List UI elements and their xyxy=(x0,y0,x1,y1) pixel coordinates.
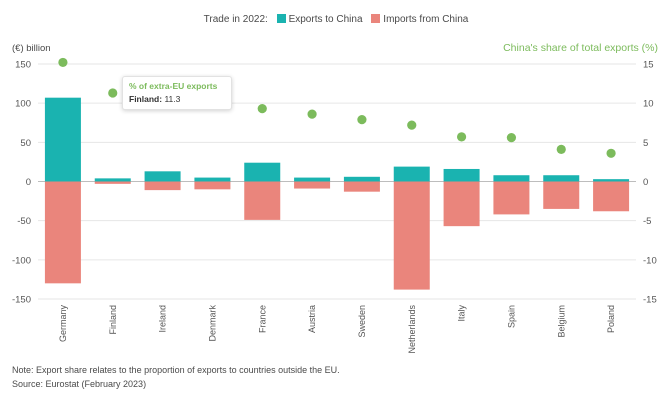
export-bar xyxy=(144,171,181,182)
left-tick-label: 150 xyxy=(15,60,31,71)
left-tick-label: -100 xyxy=(12,255,31,266)
share-point xyxy=(108,88,118,98)
right-tick-label: 15 xyxy=(643,60,654,71)
import-bar xyxy=(393,181,430,290)
category-label: Spain xyxy=(506,305,516,328)
import-bar xyxy=(343,181,380,192)
share-point xyxy=(456,132,467,142)
category-label: Germany xyxy=(58,305,68,343)
import-bar xyxy=(443,181,480,227)
tooltip-title: % of extra-EU exports xyxy=(129,81,218,91)
import-bar xyxy=(244,181,281,220)
right-tick-label: 5 xyxy=(643,138,648,149)
share-point xyxy=(556,144,566,154)
import-bar xyxy=(194,181,231,190)
left-tick-label: -50 xyxy=(17,216,31,227)
right-tick-label: 0 xyxy=(643,177,648,188)
share-point xyxy=(307,109,317,119)
legend: Trade in 2022: Exports to China Imports … xyxy=(0,14,672,25)
left-tick-label: -150 xyxy=(12,295,31,306)
share-point xyxy=(357,115,367,125)
export-bar xyxy=(44,97,81,182)
legend-exports-label: Exports to China xyxy=(288,14,363,25)
import-bar xyxy=(593,181,630,212)
legend-item-exports[interactable]: Exports to China xyxy=(276,14,363,25)
left-axis-unit: (€) billion xyxy=(12,43,51,54)
tooltip-country: Finland: xyxy=(129,94,163,104)
category-label: Sweden xyxy=(357,305,367,338)
legend-item-imports[interactable]: Imports from China xyxy=(371,14,468,25)
export-bar xyxy=(244,162,281,182)
category-label: Belgium xyxy=(556,305,566,338)
tooltip: % of extra-EU exports Finland: 11.3 xyxy=(122,76,232,110)
import-bar xyxy=(543,181,580,209)
tooltip-value: 11.3 xyxy=(164,94,181,104)
right-tick-label: -10 xyxy=(643,255,657,266)
share-point xyxy=(58,57,68,68)
footer-source: Source: Eurostat (February 2023) xyxy=(12,379,147,389)
left-tick-label: 50 xyxy=(20,138,31,149)
category-label: France xyxy=(257,305,267,333)
footer: Note: Export share relates to the propor… xyxy=(12,363,340,391)
right-tick-label: 10 xyxy=(643,99,654,110)
import-bar xyxy=(94,181,131,184)
export-bar xyxy=(343,176,380,182)
right-tick-label: -5 xyxy=(643,216,651,227)
import-bar xyxy=(144,181,181,191)
category-label: Italy xyxy=(457,305,467,322)
category-label: Denmark xyxy=(207,305,217,342)
export-bar xyxy=(393,166,430,182)
category-label: Austria xyxy=(307,305,317,333)
left-tick-label: 100 xyxy=(15,99,31,110)
share-point xyxy=(407,120,417,130)
category-label: Poland xyxy=(606,305,616,333)
export-bar xyxy=(94,178,131,182)
export-bar xyxy=(593,179,630,182)
right-axis-title: China's share of total exports (%) xyxy=(503,42,658,54)
share-point xyxy=(606,148,616,158)
left-tick-label: 0 xyxy=(26,177,31,188)
share-point xyxy=(506,133,517,143)
export-bar xyxy=(294,177,331,182)
right-tick-label: -15 xyxy=(643,295,657,306)
import-bar xyxy=(294,181,331,189)
exports-swatch xyxy=(276,14,286,23)
export-bar xyxy=(443,168,480,182)
footer-note: Note: Export share relates to the propor… xyxy=(12,365,340,375)
category-label: Netherlands xyxy=(407,305,417,354)
import-bar xyxy=(493,181,530,215)
export-bar xyxy=(543,175,580,182)
export-bar xyxy=(493,175,530,182)
share-point xyxy=(257,104,267,114)
category-label: Finland xyxy=(108,305,118,335)
legend-title: Trade in 2022: xyxy=(203,14,268,25)
import-bar xyxy=(44,181,81,284)
category-label: Ireland xyxy=(158,305,168,333)
export-bar xyxy=(194,177,231,182)
legend-imports-label: Imports from China xyxy=(383,14,469,25)
imports-swatch xyxy=(371,14,381,23)
